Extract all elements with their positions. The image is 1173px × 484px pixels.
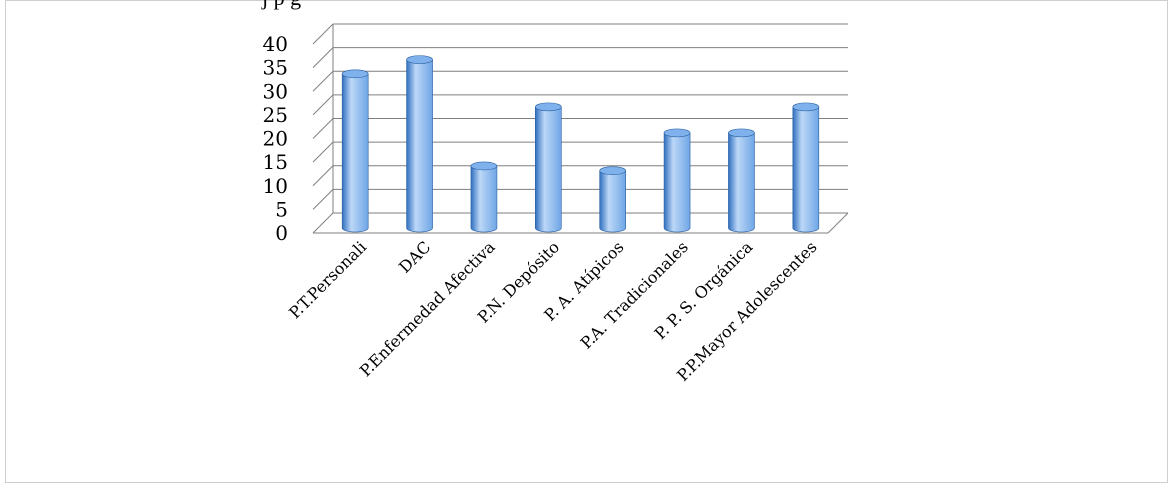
bar-top — [792, 102, 820, 112]
y-tick-label: 40 — [263, 32, 288, 56]
bars — [341, 55, 820, 233]
bar-body — [663, 132, 691, 233]
bar — [663, 128, 691, 233]
x-category-label: DAC — [395, 237, 434, 276]
bar — [535, 102, 562, 233]
gridline-side — [312, 141, 334, 163]
bar-top — [470, 161, 498, 171]
gridline-side — [312, 189, 334, 210]
gridline-side — [312, 212, 334, 234]
bar-body — [728, 132, 755, 233]
bar-body — [535, 106, 562, 233]
gridlines — [312, 23, 849, 234]
y-tick-label: 25 — [263, 103, 288, 127]
y-tick-label: 20 — [263, 127, 288, 151]
bar — [792, 102, 820, 233]
y-tick-label: 10 — [263, 174, 288, 198]
gridline-side — [312, 23, 334, 45]
bar-body — [470, 165, 498, 233]
bar-top — [728, 128, 755, 138]
bar-top — [341, 69, 369, 79]
bar — [406, 55, 433, 233]
figure-frame — [5, 0, 1168, 483]
cropped-caption-text: j p g — [262, 0, 301, 11]
gridline-side — [312, 94, 334, 116]
bar-top — [599, 166, 626, 175]
bar — [728, 128, 755, 233]
bar — [470, 161, 498, 233]
bar-body — [406, 59, 433, 233]
y-tick-label: 0 — [275, 221, 288, 245]
bar-body — [792, 106, 820, 233]
floor-right-edge — [827, 212, 849, 234]
bar — [341, 69, 369, 233]
x-category-label: P.T.Personali — [285, 237, 370, 322]
gridline-side — [312, 70, 334, 92]
bar — [599, 166, 626, 233]
y-tick-label: 35 — [263, 56, 288, 80]
y-tick-label: 15 — [263, 150, 288, 174]
x-category-label: P.A. Tradicionales — [577, 237, 692, 352]
gridline-side — [312, 47, 334, 68]
bar-top — [406, 55, 433, 64]
y-tick-label: 30 — [263, 79, 288, 103]
bar-body — [599, 170, 626, 233]
y-tick-label: 5 — [275, 197, 288, 221]
bar-top — [663, 128, 691, 138]
bar-top — [535, 102, 562, 112]
gridline-side — [312, 165, 334, 187]
bar-body — [341, 73, 369, 233]
gridline-side — [312, 118, 334, 139]
